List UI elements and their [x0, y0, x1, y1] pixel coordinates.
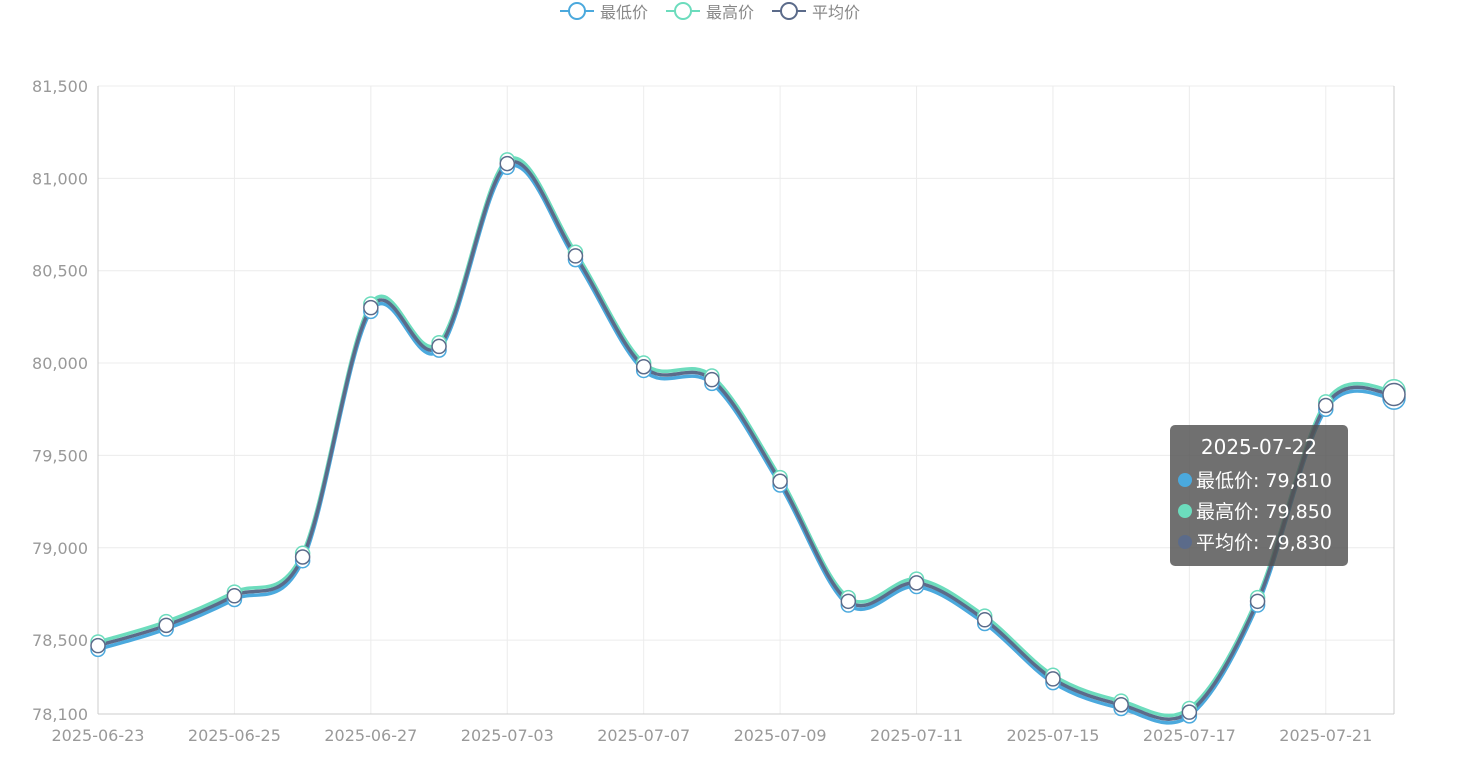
legend-item-avg[interactable]: 平均价	[772, 0, 860, 23]
data-point-avg	[1045, 671, 1061, 687]
legend-low-icon	[560, 2, 594, 20]
data-point-avg	[1113, 697, 1129, 713]
x-tick-label: 2025-06-25	[188, 726, 281, 745]
data-point-avg	[499, 155, 516, 172]
x-tick-label: 2025-07-07	[597, 726, 690, 745]
data-point-avg	[226, 588, 243, 604]
y-tick-label: 79,500	[32, 446, 88, 465]
tooltip-low-label: 最低价: 79,810	[1196, 470, 1332, 492]
y-tick-label: 78,100	[32, 705, 88, 724]
data-point-avg	[567, 248, 584, 264]
legend-label-high: 最高价	[706, 3, 755, 22]
x-tick-label: 2025-07-21	[1279, 726, 1372, 745]
data-point-avg	[1318, 397, 1334, 414]
x-tick-label: 2025-07-11	[870, 726, 963, 745]
tooltip-avg-marker-icon	[1178, 534, 1192, 549]
data-point-avg	[908, 575, 925, 591]
tooltip-row-high: 最高价: 79,850	[1178, 495, 1340, 526]
tooltip-row-avg: 平均价: 79,830	[1178, 526, 1340, 557]
tooltip-high-marker-icon	[1178, 503, 1192, 518]
data-point-avg	[704, 371, 720, 388]
x-tick-label: 2025-07-17	[1143, 726, 1236, 745]
y-tick-label: 79,000	[32, 539, 88, 558]
legend-label-low: 最低价	[600, 3, 649, 22]
tooltip-high-label: 最高价: 79,850	[1196, 501, 1332, 523]
tooltip-row-low: 最低价: 79,810	[1178, 464, 1340, 495]
y-tick-label: 78,500	[32, 631, 88, 650]
legend-avg-icon	[772, 2, 807, 20]
data-point-avg	[1181, 704, 1198, 720]
data-point-avg	[431, 338, 447, 355]
y-tick-label: 81,500	[32, 77, 88, 96]
data-point-avg	[976, 612, 993, 628]
legend-item-low[interactable]: 最低价	[560, 0, 648, 23]
tooltip-avg-label: 平均价: 79,830	[1196, 532, 1332, 554]
data-point-avg	[772, 473, 788, 490]
legend: 最低价 最高价 平均价	[560, 0, 860, 22]
x-tick-label: 2025-07-09	[734, 726, 827, 745]
legend-high-icon	[666, 2, 701, 20]
y-tick-label: 80,500	[32, 262, 88, 281]
data-point-avg	[635, 359, 652, 375]
y-tick-label: 81,000	[32, 169, 88, 188]
legend-item-high[interactable]: 最高价	[666, 0, 754, 23]
x-tick-label: 2025-06-23	[52, 726, 145, 745]
data-point-avg	[1382, 382, 1406, 407]
legend-label-avg: 平均价	[812, 3, 861, 22]
data-point-avg	[294, 549, 311, 565]
data-point-avg	[158, 617, 174, 634]
tooltip-title: 2025-07-22	[1200, 435, 1318, 459]
x-tick-label: 2025-07-03	[461, 726, 554, 745]
data-point-avg	[363, 299, 379, 316]
data-point-avg	[1249, 593, 1266, 610]
data-point-avg	[840, 593, 857, 610]
data-point-avg	[90, 637, 106, 654]
tooltip-low-marker-icon	[1178, 472, 1192, 487]
y-tick-label: 80,000	[32, 354, 88, 373]
x-tick-label: 2025-07-15	[1006, 726, 1099, 745]
tooltip: 2025-07-22 最低价: 79,810 最高价: 79,850 平均价: …	[1170, 425, 1348, 566]
x-tick-label: 2025-06-27	[324, 726, 417, 745]
